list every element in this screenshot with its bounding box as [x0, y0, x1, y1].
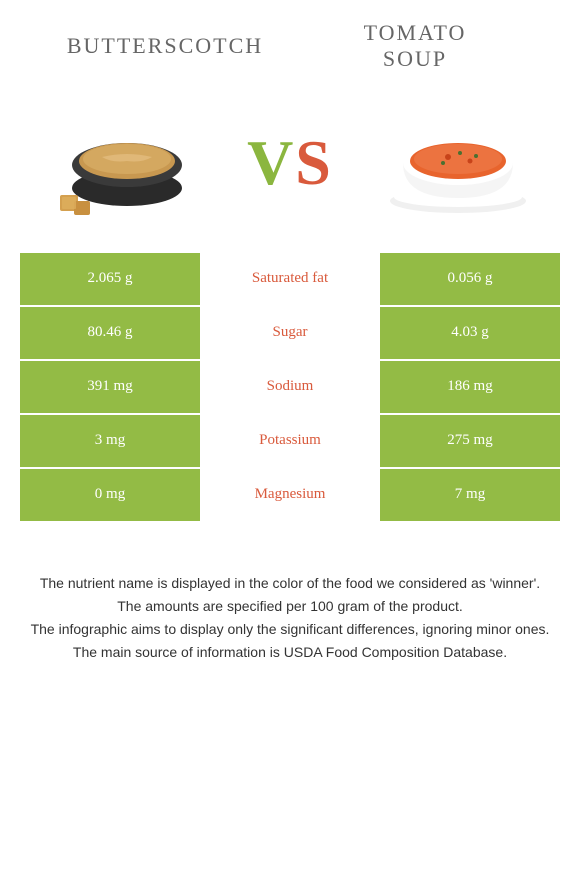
- table-row: 2.065 g Saturated fat 0.056 g: [20, 253, 560, 305]
- right-value: 186 mg: [380, 361, 560, 413]
- left-value: 80.46 g: [20, 307, 200, 359]
- table-row: 80.46 g Sugar 4.03 g: [20, 307, 560, 359]
- footer-notes: The nutrient name is displayed in the co…: [0, 523, 580, 685]
- footer-line: The main source of information is USDA F…: [20, 642, 560, 663]
- vs-label: VS: [247, 126, 333, 200]
- butterscotch-image: [42, 103, 202, 223]
- footer-line: The amounts are specified per 100 gram o…: [20, 596, 560, 617]
- left-value: 2.065 g: [20, 253, 200, 305]
- header: BUTTERSCOTCH TOMATO SOUP: [0, 0, 580, 83]
- nutrient-label: Sodium: [200, 361, 380, 413]
- images-row: VS: [0, 83, 580, 253]
- table-row: 3 mg Potassium 275 mg: [20, 415, 560, 467]
- left-food-title: BUTTERSCOTCH: [40, 33, 290, 59]
- right-value: 0.056 g: [380, 253, 560, 305]
- right-value: 275 mg: [380, 415, 560, 467]
- right-food-title: TOMATO SOUP: [290, 20, 540, 73]
- nutrient-label: Saturated fat: [200, 253, 380, 305]
- right-value: 4.03 g: [380, 307, 560, 359]
- nutrient-label: Sugar: [200, 307, 380, 359]
- left-value: 391 mg: [20, 361, 200, 413]
- footer-line: The nutrient name is displayed in the co…: [20, 573, 560, 594]
- table-row: 0 mg Magnesium 7 mg: [20, 469, 560, 521]
- vs-v: V: [247, 127, 295, 198]
- nutrient-label: Magnesium: [200, 469, 380, 521]
- nutrient-label: Potassium: [200, 415, 380, 467]
- tomato-soup-image: [378, 103, 538, 223]
- right-title-line1: TOMATO: [290, 20, 540, 46]
- table-row: 391 mg Sodium 186 mg: [20, 361, 560, 413]
- left-value: 3 mg: [20, 415, 200, 467]
- right-title-line2: SOUP: [290, 46, 540, 72]
- left-value: 0 mg: [20, 469, 200, 521]
- vs-s: S: [295, 127, 333, 198]
- comparison-table: 2.065 g Saturated fat 0.056 g 80.46 g Su…: [0, 253, 580, 521]
- right-value: 7 mg: [380, 469, 560, 521]
- footer-line: The infographic aims to display only the…: [20, 619, 560, 640]
